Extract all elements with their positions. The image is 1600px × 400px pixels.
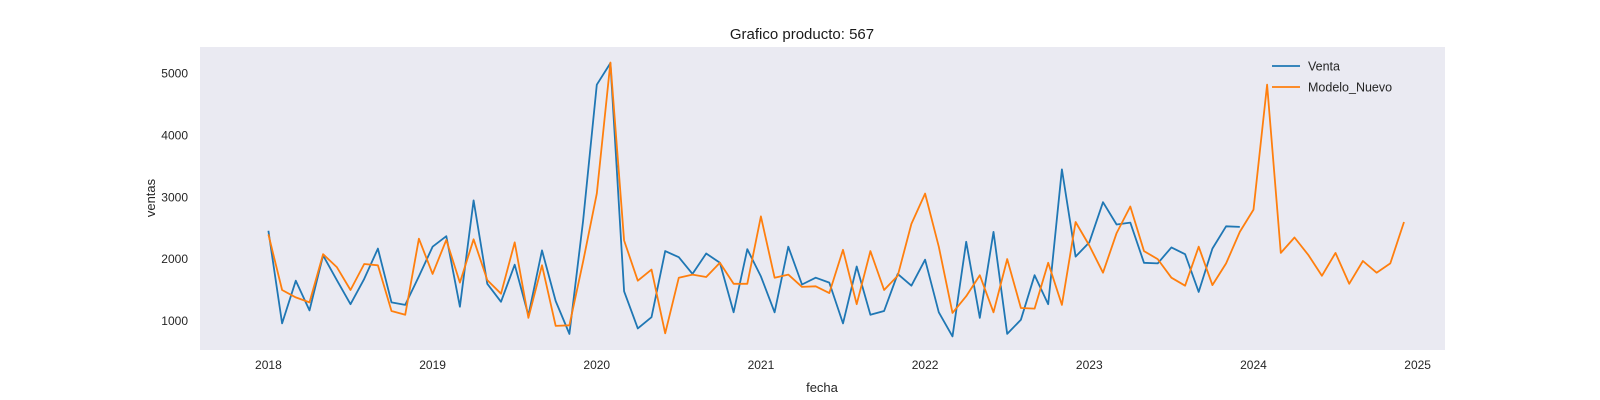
y-tick-label: 3000 [161,190,188,204]
x-tick-label: 2023 [1076,358,1103,372]
chart-title: Grafico producto: 567 [730,26,874,43]
y-tick-label: 1000 [161,314,188,328]
x-axis: 2018 2019 2020 2021 2022 2023 2024 2025 [255,358,1431,372]
series-line-venta [267,62,1240,338]
x-tick-label: 2019 [419,358,446,372]
legend-label: Venta [1308,60,1340,74]
y-tick-label: 2000 [161,252,188,266]
legend: Venta Modelo_Nuevo [1272,60,1392,95]
legend-label: Modelo_Nuevo [1308,81,1392,95]
y-tick-label: 4000 [161,128,188,142]
series-line-modelo-nuevo [267,61,1405,335]
y-axis: 1000 2000 3000 4000 5000 [161,67,188,328]
x-tick-label: 2024 [1240,358,1267,372]
x-tick-label: 2020 [583,358,610,372]
y-axis-label: ventas [143,178,158,217]
x-tick-label: 2022 [912,358,939,372]
y-tick-label: 5000 [161,67,188,81]
x-tick-label: 2021 [748,358,775,372]
x-tick-label: 2018 [255,358,282,372]
series-layer [267,61,1405,338]
plot-area [200,47,1445,350]
x-axis-label: fecha [806,380,839,395]
x-tick-label: 2025 [1404,358,1431,372]
